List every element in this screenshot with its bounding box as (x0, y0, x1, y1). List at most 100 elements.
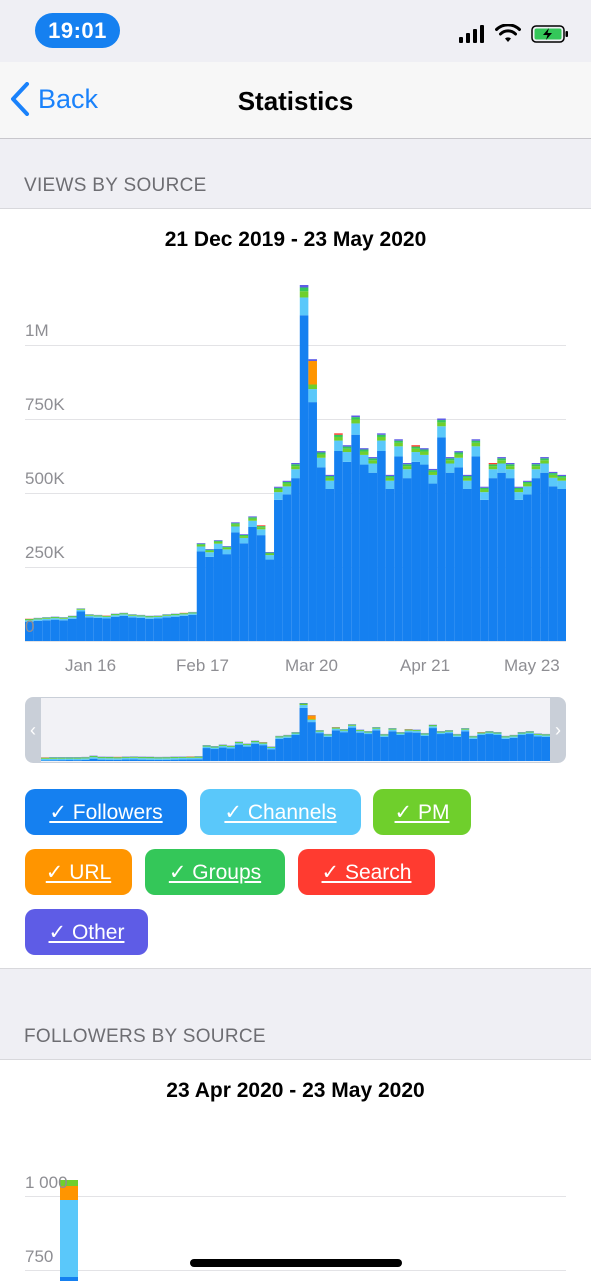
bar-segment (211, 749, 219, 761)
bar-segment (291, 735, 299, 761)
bar-segment (51, 618, 60, 620)
bar-segment (420, 448, 429, 449)
bar-segment (274, 487, 283, 488)
chart-range-navigator[interactable]: ‹ › (25, 697, 566, 763)
bar-segment (394, 439, 403, 440)
navigator-right-handle[interactable]: › (550, 697, 566, 763)
bar-segment (518, 735, 526, 761)
bar-segment (214, 542, 223, 544)
bar-segment (180, 614, 189, 616)
filter-chip-pm[interactable]: ✓ PM (373, 789, 471, 835)
bar-segment (170, 758, 178, 760)
bar-segment (343, 449, 352, 452)
bar-segment (89, 756, 97, 757)
bar-segment (308, 715, 316, 719)
bar-segment (197, 551, 206, 641)
bar-segment (542, 735, 550, 737)
battery-charging-icon (531, 24, 569, 44)
bar-segment (532, 466, 541, 469)
bar-segment (343, 462, 352, 641)
filter-chip-search[interactable]: ✓ Search (298, 849, 435, 895)
bar-segment (497, 458, 506, 460)
bar-segment (557, 489, 566, 641)
bar-segment (130, 759, 138, 761)
bar-segment (534, 736, 542, 761)
bar-segment (283, 481, 292, 482)
bar-segment (178, 758, 186, 760)
bar-segment (223, 549, 232, 554)
bar-segment (57, 760, 65, 761)
bar-segment (446, 458, 455, 460)
filter-chip-followers[interactable]: ✓ Followers (25, 789, 187, 835)
bar-segment (403, 466, 412, 469)
bar-segment (214, 544, 223, 549)
bar-segment (205, 550, 214, 551)
bar-segment (162, 615, 171, 616)
bar-segment (534, 735, 542, 737)
bar-segment (283, 486, 292, 494)
bar-segment (98, 760, 106, 761)
bar-segment (257, 525, 266, 526)
bar-segment (205, 549, 214, 550)
bar-segment (420, 452, 429, 455)
bar-segment (300, 703, 308, 704)
filter-chip-channels[interactable]: ✓ Channels (200, 789, 361, 835)
bar-segment (446, 464, 455, 473)
bar-segment (283, 736, 291, 738)
bar-segment (203, 747, 211, 749)
bar-segment (275, 739, 283, 761)
bar-segment (446, 473, 455, 641)
bar-segment (130, 757, 138, 758)
bar-segment (372, 728, 380, 729)
home-indicator (190, 1259, 402, 1267)
bar-segment (162, 758, 170, 759)
bar-segment (403, 464, 412, 466)
bar-segment (326, 475, 335, 476)
navigator-left-handle[interactable]: ‹ (25, 697, 41, 763)
bar-segment (257, 527, 266, 529)
bar-segment (240, 534, 249, 535)
bar-segment (480, 489, 489, 492)
bar-segment (211, 748, 219, 750)
bar-segment (162, 760, 170, 761)
bar-segment (445, 732, 453, 734)
bar-segment (429, 726, 437, 728)
chevron-right-icon: › (555, 720, 561, 741)
bar-segment (360, 450, 369, 452)
bar-segment (248, 521, 257, 527)
bar-segment (171, 615, 180, 617)
bar-segment (283, 482, 292, 484)
bar-segment (348, 726, 356, 728)
bar-segment (180, 616, 189, 641)
bar-segment (73, 759, 81, 761)
bar-segment (497, 464, 506, 473)
bar-segment (356, 733, 364, 761)
bar-segment (403, 469, 412, 478)
bar-segment (138, 758, 146, 760)
views-chart: 1M 750K 500K 250K 0 Jan 16 Feb 17 Mar 20… (25, 260, 566, 680)
bar-segment (223, 554, 232, 641)
bar-segment (203, 748, 211, 761)
bar-segment (214, 549, 223, 641)
bar-segment (326, 481, 335, 489)
bar-segment (351, 419, 360, 423)
bar-segment (437, 734, 445, 761)
bar-segment (34, 621, 43, 641)
bar-segment (557, 481, 566, 489)
bar-segment (231, 523, 240, 524)
bar-segment (420, 450, 429, 452)
bar-segment (180, 614, 189, 615)
bar-segment (356, 731, 364, 733)
filter-chip-groups[interactable]: ✓ Groups (145, 849, 285, 895)
bar-segment (446, 457, 455, 458)
filter-chip-other[interactable]: ✓ Other (25, 909, 148, 955)
bar-segment (532, 469, 541, 478)
bar-segment (317, 452, 326, 454)
cellular-signal-icon (459, 25, 485, 43)
bar-segment (34, 619, 43, 621)
bar-segment (493, 734, 501, 736)
filter-chip-url[interactable]: ✓ URL (25, 849, 132, 895)
bar-segment (523, 486, 532, 494)
bar-segment (334, 435, 343, 437)
bar-segment (162, 758, 170, 760)
